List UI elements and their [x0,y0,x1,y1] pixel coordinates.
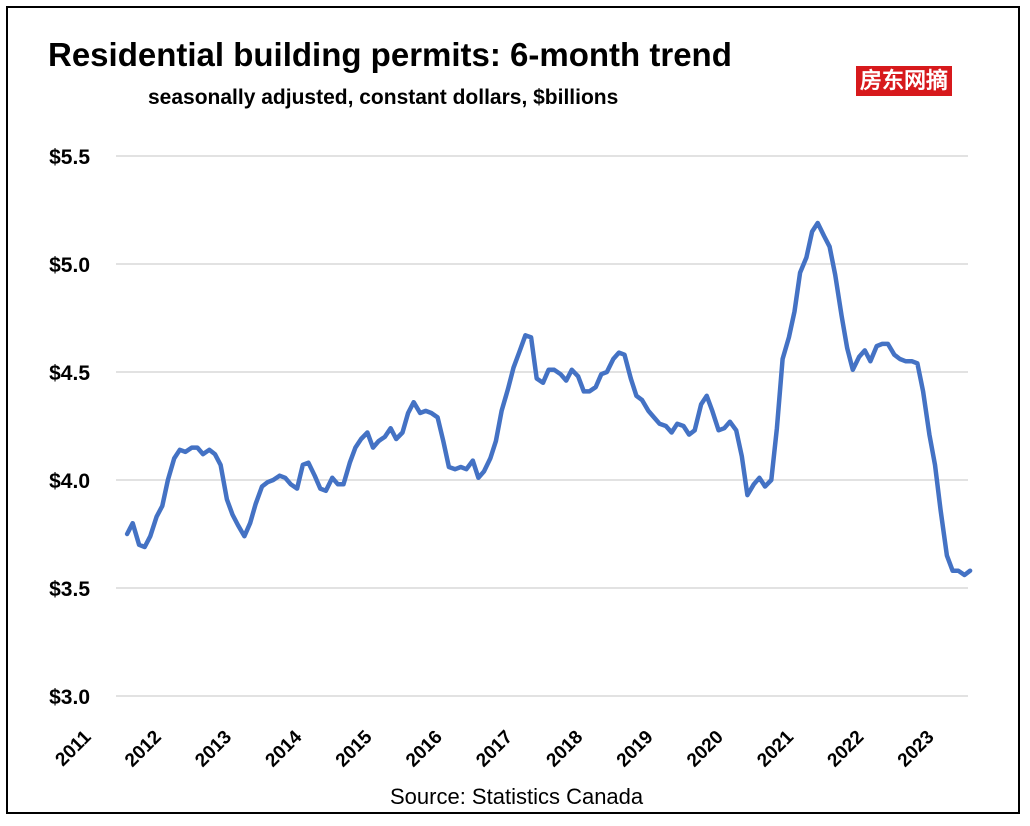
y-tick-label: $3.5 [49,578,90,601]
x-tick-label: 2017 [472,727,517,772]
x-tick-label: 2019 [613,727,658,772]
x-tick-label: 2023 [894,727,939,772]
x-axis-labels: 2011 2012 2013 2014 2015 2016 2017 2018 2019 2020… [52,726,939,771]
y-axis-labels: $3.0 $3.5 $4.0 $4.5 $5.0 $5.5 [49,146,90,709]
y-tick-label: $5.0 [49,254,90,277]
x-tick-label: 2022 [824,727,869,772]
y-tick-label: $4.5 [49,362,90,385]
grid-lines [116,155,968,697]
series-line [124,220,973,578]
chart-subtitle: seasonally adjusted, constant dollars, $… [148,86,619,109]
series-layer [124,220,973,578]
x-tick-label: 2018 [543,727,588,772]
y-tick-label: $3.0 [49,686,90,709]
x-tick-label: 2021 [753,726,798,771]
x-tick-label: 2016 [402,727,447,772]
x-tick-label: 2015 [332,726,377,771]
x-tick-label: 2014 [262,726,307,771]
y-tick-label: $4.0 [49,470,90,493]
chart-title: Residential building permits: 6-month tr… [48,36,732,73]
x-tick-label: 2013 [191,727,236,772]
x-tick-label: 2011 [52,726,96,770]
watermark-logo: 房东网摘 [856,66,953,96]
source-note: Source: Statistics Canada [390,784,644,809]
x-tick-label: 2020 [683,727,728,772]
chart-frame [6,6,1020,814]
y-tick-label: $5.5 [49,146,90,169]
x-tick-label: 2012 [121,727,166,772]
